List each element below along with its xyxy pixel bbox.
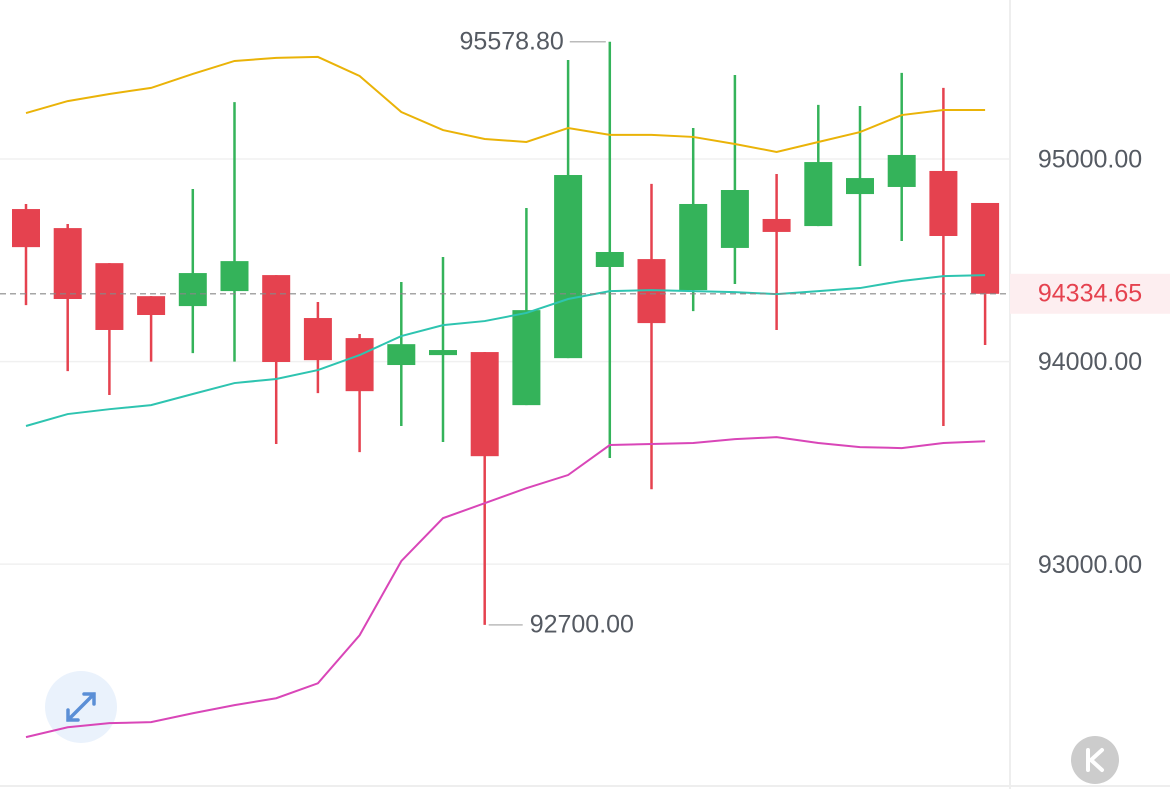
high-annotation-label: 95578.80 xyxy=(460,27,564,55)
candle-body xyxy=(12,209,40,248)
y-tick-label: 94000.00 xyxy=(1038,348,1142,376)
candle-body xyxy=(95,263,124,330)
kline-button-bg xyxy=(1071,736,1119,784)
y-tick-label: 93000.00 xyxy=(1038,551,1142,579)
band-line xyxy=(25,55,986,153)
candle-body xyxy=(345,338,374,392)
band-line xyxy=(25,274,986,427)
expand-button[interactable] xyxy=(45,671,117,743)
candle-body xyxy=(387,344,416,366)
candle-body xyxy=(554,175,583,359)
candle-body xyxy=(720,190,749,248)
low-annotation-label: 92700.00 xyxy=(530,611,634,639)
expand-icon xyxy=(66,692,96,722)
band-line xyxy=(25,436,986,739)
last-price-bg xyxy=(1010,273,1170,314)
candle-body xyxy=(512,310,541,406)
candle-body xyxy=(220,261,249,292)
candle-body xyxy=(137,296,166,315)
candle-body xyxy=(762,218,791,232)
candle-body xyxy=(429,350,457,356)
candle-body xyxy=(971,202,1000,294)
y-tick-label: 95000.00 xyxy=(1038,146,1142,174)
last-price-label: 94334.65 xyxy=(1038,279,1142,307)
kline-icon xyxy=(1086,748,1104,772)
candle-body xyxy=(595,251,624,267)
candle-body xyxy=(303,318,332,361)
candle-body xyxy=(846,178,874,195)
kline-button[interactable] xyxy=(1071,736,1119,784)
candle-body xyxy=(53,228,82,299)
candle-body xyxy=(929,170,958,236)
candle-body xyxy=(470,352,499,457)
candle-body xyxy=(887,154,916,187)
candle-body xyxy=(679,203,708,291)
candle-body xyxy=(178,273,207,307)
candle-body xyxy=(804,162,833,227)
candle-body xyxy=(262,275,291,362)
